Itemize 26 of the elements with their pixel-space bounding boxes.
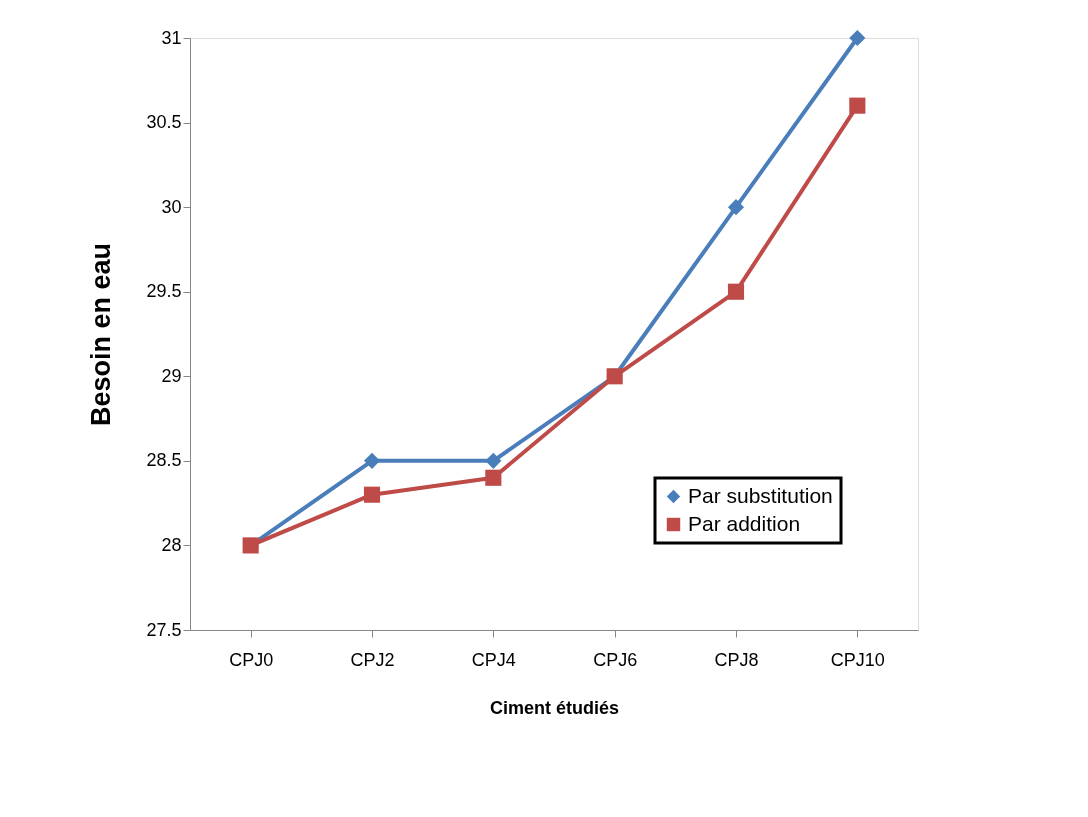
- y-tick-label: 31: [161, 27, 182, 48]
- legend-label: Par addition: [688, 511, 801, 535]
- y-tick-label: 29: [161, 365, 182, 386]
- x-axis-title: Ciment étudiés: [489, 697, 620, 718]
- legend-label: Par substitution: [688, 483, 833, 507]
- point: [727, 199, 745, 216]
- x-tick-label: CPJ4: [471, 649, 516, 670]
- y-tick-label: 28.5: [146, 450, 182, 471]
- point: [363, 486, 381, 503]
- y-axis-title: Besoin en eau: [86, 242, 117, 427]
- y-tick-label: 29.5: [146, 281, 182, 302]
- point: [849, 29, 866, 47]
- point: [363, 452, 381, 469]
- point: [485, 452, 502, 469]
- point: [727, 283, 745, 300]
- x-tick-label: CPJ6: [593, 649, 638, 670]
- point: [849, 97, 866, 114]
- y-tick-label: 27.5: [146, 619, 182, 640]
- y-tick-label: 28: [161, 534, 182, 555]
- point: [485, 469, 502, 486]
- y-tick-label: 30.5: [146, 112, 182, 133]
- x-tick-label: CPJ2: [350, 649, 395, 670]
- x-tick-label: CPJ8: [714, 649, 759, 670]
- y-tick-label: 30: [161, 196, 182, 217]
- x-tick-label: CPJ0: [229, 649, 274, 670]
- x-tick-label: CPJ10: [830, 649, 885, 670]
